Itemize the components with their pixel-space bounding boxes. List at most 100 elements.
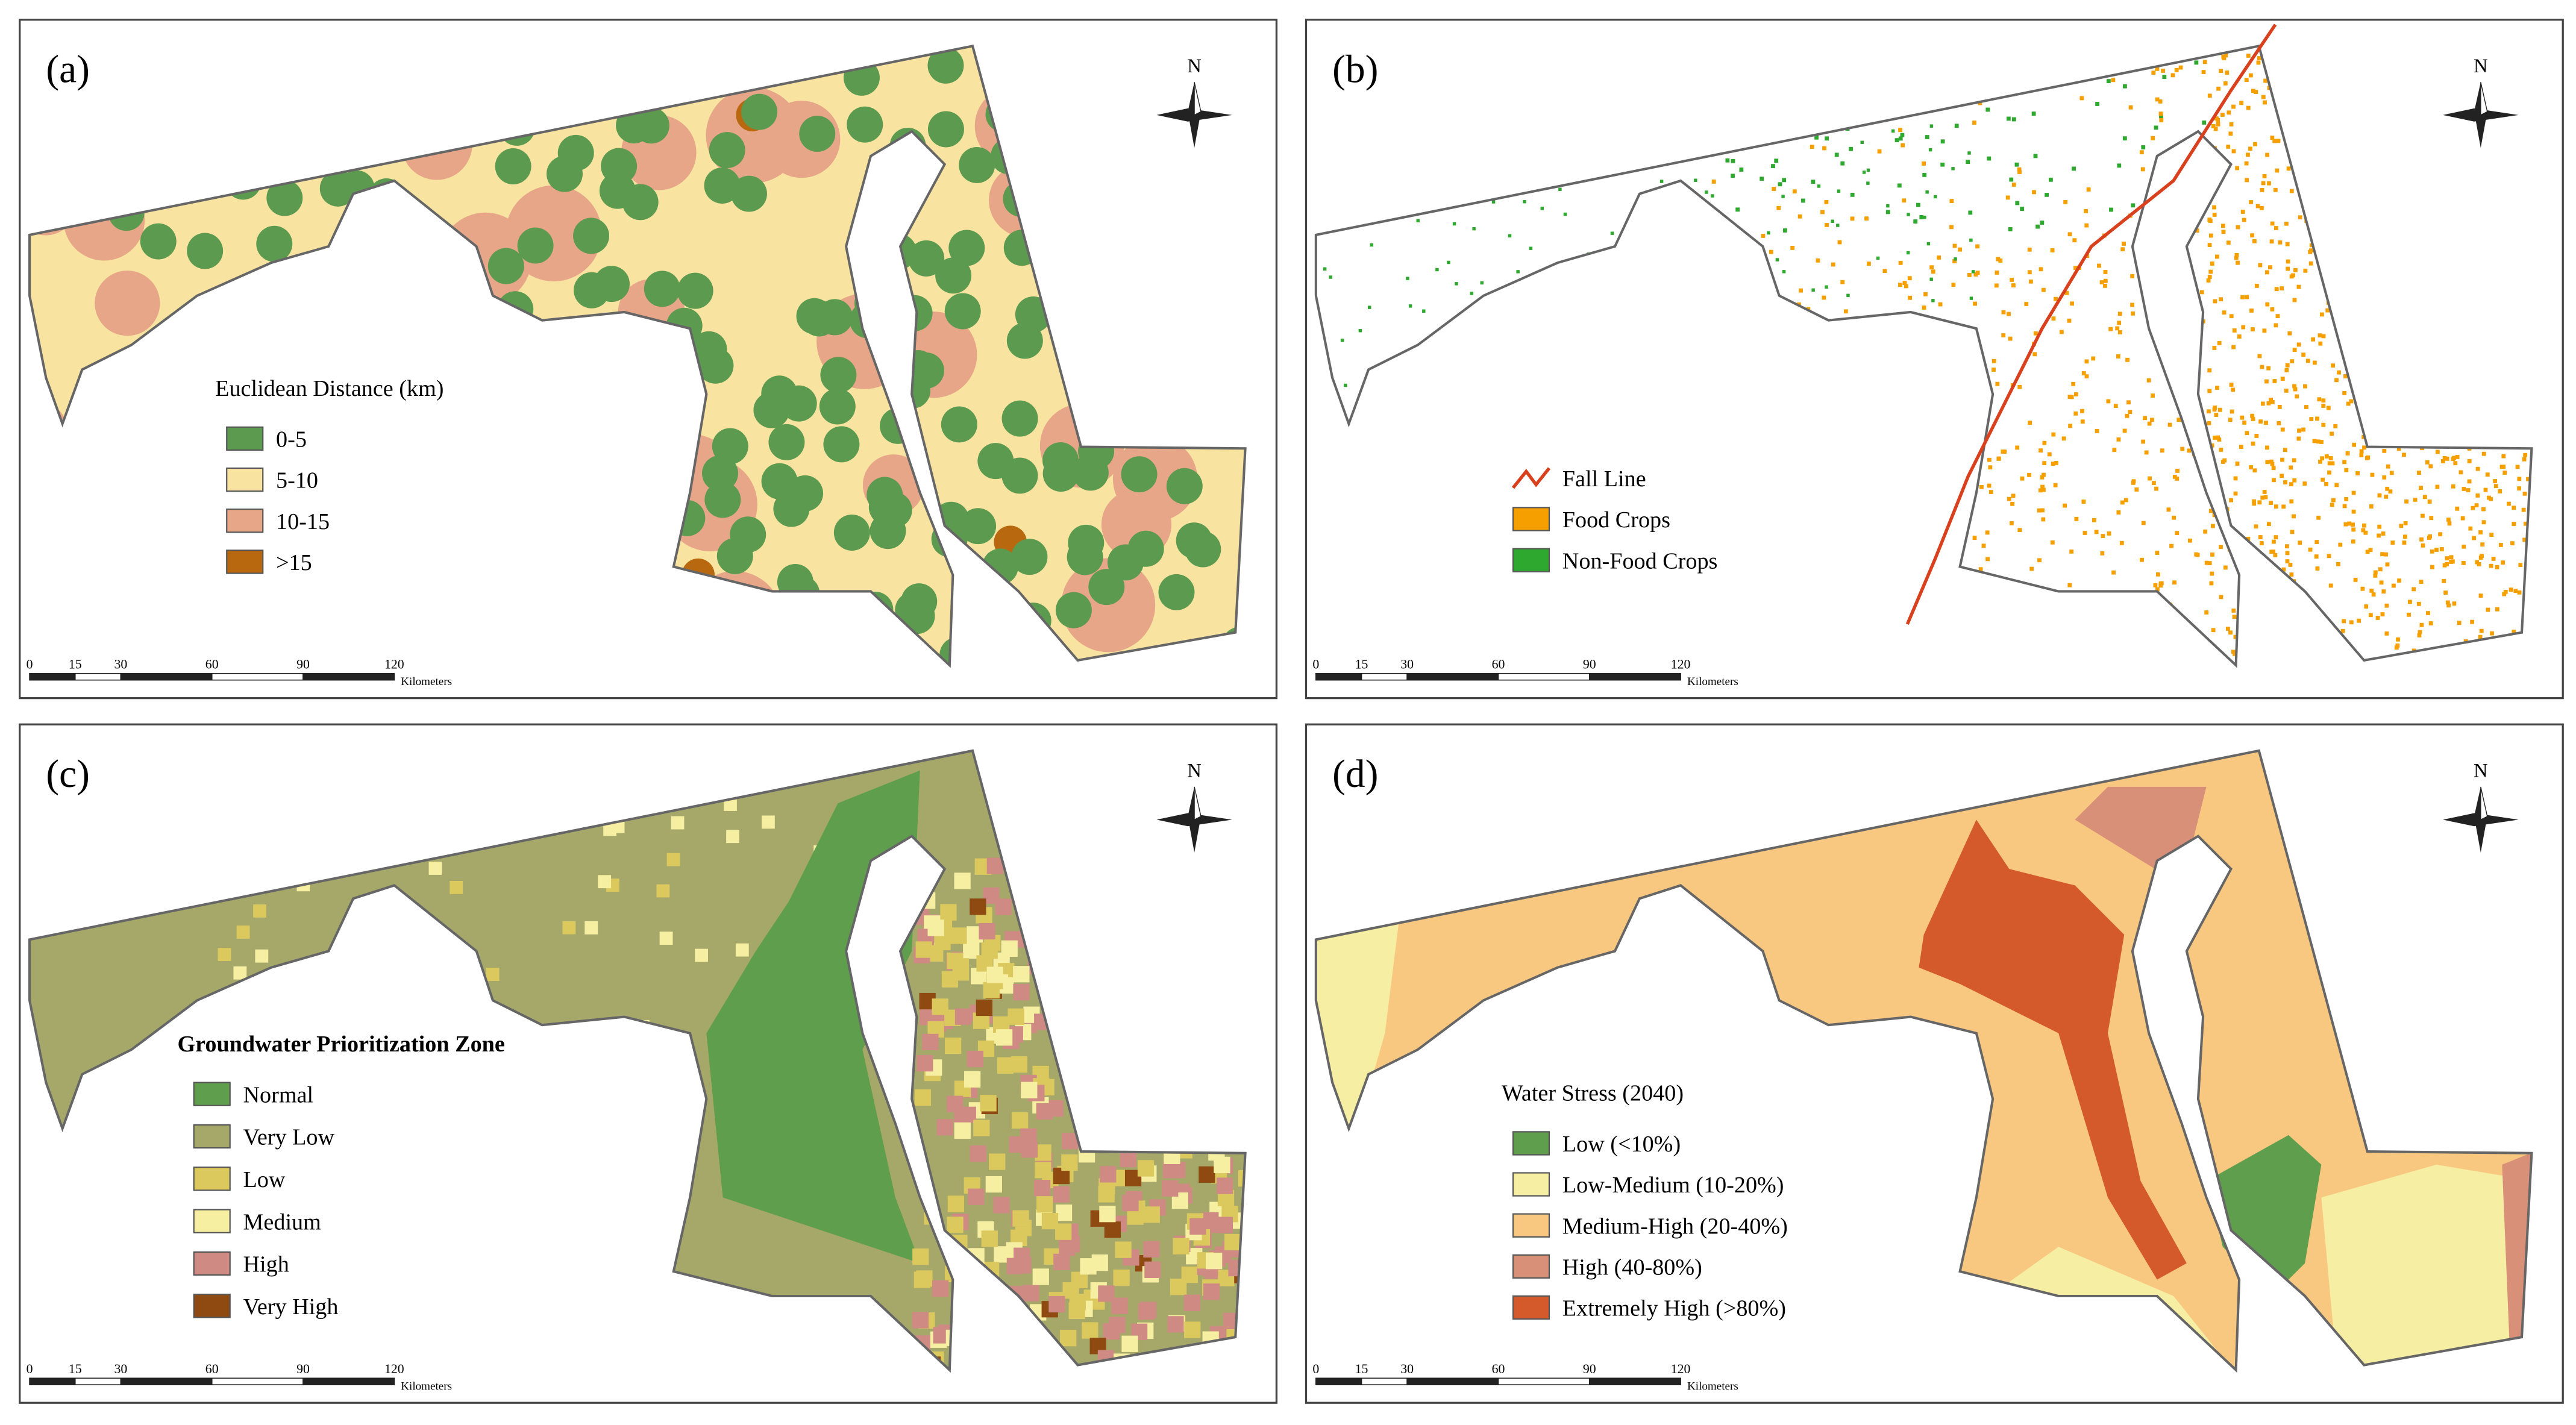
crop — [2402, 534, 2407, 539]
crop — [2231, 650, 2236, 654]
crop — [2342, 460, 2347, 465]
crop — [2455, 455, 2460, 459]
crop — [2317, 333, 2322, 338]
crop — [1367, 305, 1371, 309]
crop — [2273, 187, 2278, 192]
zone — [1068, 1302, 1085, 1320]
crop — [2468, 526, 2473, 531]
crop — [2139, 150, 2144, 155]
crop — [2503, 589, 2508, 594]
zone — [753, 392, 790, 428]
scale-tick-label: 15 — [69, 657, 82, 672]
crop — [2212, 205, 2216, 210]
zone — [677, 272, 713, 309]
zone — [1013, 983, 1030, 1001]
scale-tick-label: 0 — [27, 1362, 33, 1376]
crop — [2283, 448, 2287, 453]
crop — [2363, 530, 2368, 535]
crop — [2231, 387, 2236, 392]
zone — [1143, 1241, 1160, 1258]
zone — [941, 406, 977, 443]
crop — [1952, 243, 1957, 248]
legend-swatch — [1512, 548, 1550, 572]
crop — [2349, 399, 2354, 404]
crop — [2214, 254, 2219, 259]
crop — [1929, 265, 1934, 270]
crop — [2245, 431, 2249, 436]
crop — [2064, 290, 2069, 295]
crop — [2240, 210, 2245, 214]
crop — [1866, 181, 1870, 185]
zone — [1315, 901, 1402, 1148]
crop — [1840, 280, 1845, 284]
crop — [2265, 445, 2269, 450]
zone — [1006, 322, 1043, 359]
legend-swatch — [1512, 1254, 1550, 1279]
crop — [2312, 360, 2317, 365]
zone — [716, 537, 753, 574]
zone — [1224, 1233, 1241, 1251]
crop — [1825, 136, 1829, 141]
crop — [2042, 461, 2047, 466]
zone — [1238, 1170, 1246, 1187]
zone — [983, 982, 1000, 999]
zone — [833, 514, 870, 551]
crop — [2237, 334, 2242, 339]
crop — [1894, 138, 1899, 143]
crop — [2103, 283, 2107, 288]
crop — [2480, 554, 2484, 559]
north-label: N — [2474, 760, 2488, 782]
crop — [2280, 377, 2285, 381]
crop — [2035, 224, 2040, 229]
zone — [954, 872, 971, 889]
scale-tick-label: 30 — [1400, 1362, 1414, 1376]
crop — [2047, 452, 2052, 457]
crop — [2271, 466, 2276, 471]
zone — [1170, 1279, 1187, 1295]
crop — [2314, 540, 2319, 544]
crop — [2351, 509, 2356, 514]
crop — [2206, 278, 2211, 283]
north-arrow — [1194, 82, 1202, 116]
crop — [2342, 619, 2346, 624]
crop — [1925, 190, 1929, 194]
crop — [1725, 158, 1730, 163]
crop — [2292, 348, 2297, 352]
scale-unit: Kilometers — [401, 675, 452, 688]
crop — [2027, 247, 2032, 252]
scale-segment — [1406, 1377, 1499, 1386]
crop — [2351, 490, 2356, 495]
crop — [1516, 270, 1520, 274]
crop — [2251, 89, 2255, 93]
legend-label: 10-15 — [276, 509, 330, 534]
crop — [1994, 283, 1999, 288]
crop — [1925, 135, 1929, 139]
crop — [2014, 162, 2019, 167]
crop — [2141, 439, 2146, 444]
crop — [2481, 520, 2486, 525]
crop — [1900, 133, 1905, 137]
crop — [1843, 309, 1848, 314]
crop — [2274, 323, 2278, 328]
legend-swatch — [1512, 1131, 1550, 1156]
crop — [2402, 540, 2407, 545]
crop — [2229, 498, 2233, 503]
crop — [2123, 498, 2128, 503]
crop — [2084, 223, 2089, 228]
crop — [2331, 363, 2335, 368]
crop — [2225, 70, 2230, 75]
crop — [2225, 627, 2230, 631]
crop — [2215, 386, 2219, 390]
crop — [2292, 478, 2297, 483]
zone — [1032, 1268, 1049, 1285]
crop — [2155, 572, 2160, 577]
crop — [2293, 268, 2298, 272]
legend-label: Normal — [243, 1082, 314, 1107]
crop — [2515, 465, 2520, 469]
crop — [2042, 440, 2047, 445]
crop — [2154, 486, 2158, 491]
crop — [2438, 532, 2443, 537]
crop — [2475, 560, 2480, 565]
crop — [1529, 246, 1533, 250]
crop — [2169, 543, 2173, 548]
